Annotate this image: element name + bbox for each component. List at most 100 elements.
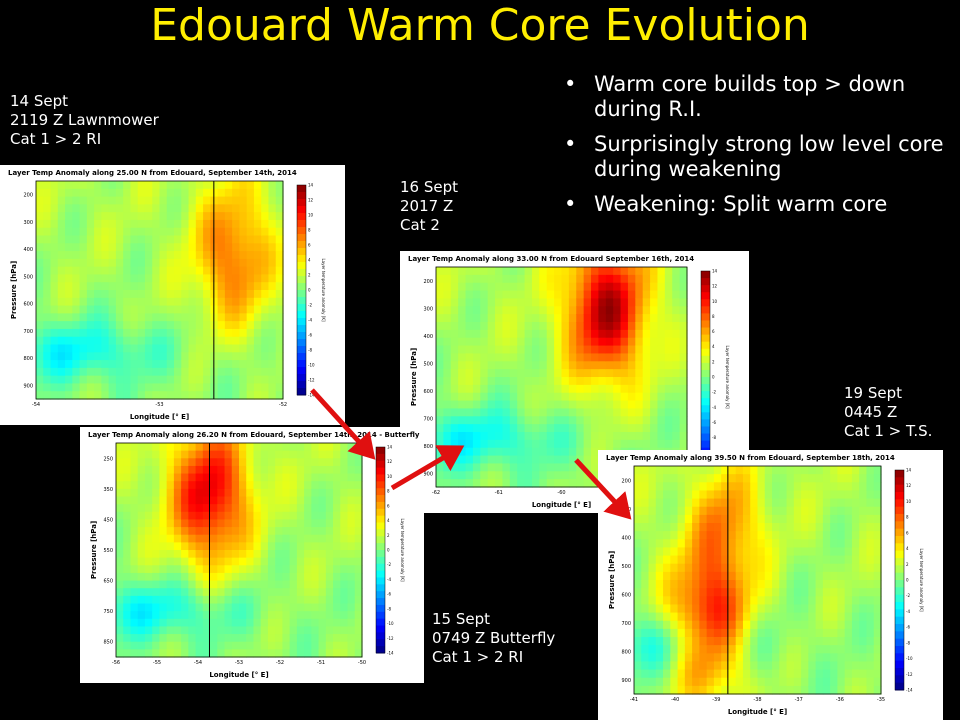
- heatmap-cell: [641, 645, 650, 654]
- heatmap-cell: [115, 251, 124, 260]
- heatmap-cell: [137, 550, 146, 559]
- heatmap-cell: [152, 588, 161, 597]
- heatmap-cell: [43, 243, 52, 252]
- heatmap-cell: [822, 474, 831, 483]
- heatmap-cell: [144, 557, 153, 566]
- heatmap-cell: [57, 219, 66, 229]
- heatmap-cell: [517, 471, 526, 480]
- heatmap-cell: [144, 481, 153, 490]
- heatmap-cell: [866, 637, 875, 646]
- heatmap-cell: [554, 290, 563, 300]
- colorbar-tick-label: 4: [387, 518, 390, 523]
- colorbar-segment: [376, 543, 385, 551]
- heatmap-cell: [605, 392, 614, 402]
- colorbar-segment: [895, 675, 904, 684]
- colorbar-segment: [376, 474, 385, 482]
- colorbar-segment: [297, 360, 306, 368]
- heatmap-cell: [195, 297, 204, 307]
- heatmap-cell: [598, 290, 607, 300]
- heatmap-cell: [108, 219, 117, 229]
- heatmap-cell: [568, 432, 577, 441]
- heatmap-cell: [123, 550, 132, 559]
- heatmap-cell: [340, 557, 349, 566]
- heatmap-cell: [620, 306, 629, 315]
- heatmap-cell: [202, 649, 211, 658]
- heatmap-cell: [672, 384, 681, 394]
- heatmap-cell: [830, 628, 839, 638]
- heatmap-cell: [202, 641, 211, 650]
- heatmap-cell: [354, 641, 363, 650]
- heatmap-cell: [195, 266, 204, 276]
- colorbar-segment: [895, 638, 904, 647]
- colorbar-segment: [701, 419, 710, 427]
- heatmap-cell: [634, 539, 642, 549]
- heatmap-cell: [699, 661, 708, 671]
- heatmap-cell: [231, 504, 240, 513]
- heatmap-cell: [793, 474, 802, 483]
- heatmap-cell: [239, 450, 247, 459]
- heatmap-cell: [123, 496, 132, 505]
- heatmap-cell: [713, 669, 722, 679]
- heatmap-cell: [613, 345, 622, 355]
- heatmap-cell: [275, 641, 284, 650]
- heatmap-cell: [793, 628, 802, 638]
- heatmap-cell: [325, 443, 334, 452]
- heatmap-cell: [36, 383, 44, 392]
- heatmap-cell: [130, 496, 139, 505]
- heatmap-cell: [188, 565, 197, 574]
- heatmap-cell: [699, 580, 708, 589]
- heatmap-cell: [655, 531, 664, 540]
- heatmap-cell: [721, 612, 730, 622]
- heatmap-cell: [311, 626, 320, 635]
- heatmap-cell: [152, 572, 161, 582]
- heatmap-cell: [101, 227, 110, 237]
- heatmap-cell: [260, 481, 269, 490]
- heatmap-cell: [260, 572, 269, 582]
- heatmap-cell: [246, 305, 255, 314]
- heatmap-cell: [57, 383, 66, 392]
- heatmap-cell: [289, 443, 298, 452]
- heatmap-cell: [123, 534, 132, 543]
- heatmap-cell: [728, 482, 737, 492]
- heatmap-cell: [634, 482, 642, 492]
- heatmap-cell: [866, 596, 875, 606]
- heatmap-cell: [217, 367, 226, 377]
- colorbar-segment: [376, 453, 385, 462]
- heatmap-cell: [340, 618, 349, 628]
- heatmap-cell: [325, 511, 334, 521]
- heatmap-cell: [246, 534, 255, 543]
- heatmap-cell: [620, 267, 629, 276]
- heatmap-cell: [217, 634, 226, 643]
- heatmap-cell: [65, 181, 73, 190]
- heatmap-cell: [86, 344, 95, 353]
- heatmap-cell: [561, 455, 570, 465]
- heatmap-cell: [188, 496, 197, 505]
- heatmap-cell: [670, 571, 679, 581]
- heatmap-cell: [517, 392, 526, 402]
- heatmap-cell: [325, 496, 334, 505]
- heatmap-cell: [130, 626, 139, 635]
- heatmap-cell: [699, 474, 708, 483]
- heatmap-cell: [217, 557, 226, 566]
- heatmap-cell: [808, 580, 817, 589]
- heatmap-cell: [347, 603, 356, 612]
- heatmap-cell: [837, 466, 846, 475]
- heatmap-cell: [815, 661, 824, 671]
- heatmap-cell: [347, 534, 356, 543]
- heatmap-cell: [195, 443, 204, 452]
- heatmap-cell: [539, 322, 548, 331]
- heatmap-cell: [613, 400, 622, 410]
- heatmap-cell: [137, 488, 146, 498]
- heatmap-cell: [304, 580, 312, 589]
- heatmap-cell: [873, 466, 882, 475]
- heatmap-cell: [793, 498, 802, 508]
- heatmap-cell: [261, 251, 270, 260]
- heatmap-cell: [260, 550, 269, 559]
- heatmap-cell: [502, 361, 511, 370]
- heatmap-cell: [224, 204, 233, 213]
- heatmap-cell: [851, 580, 860, 589]
- heatmap-cell: [450, 290, 459, 300]
- heatmap-cell: [657, 361, 666, 370]
- heatmap-cell: [275, 611, 284, 620]
- y-tick-label: 600: [621, 592, 631, 598]
